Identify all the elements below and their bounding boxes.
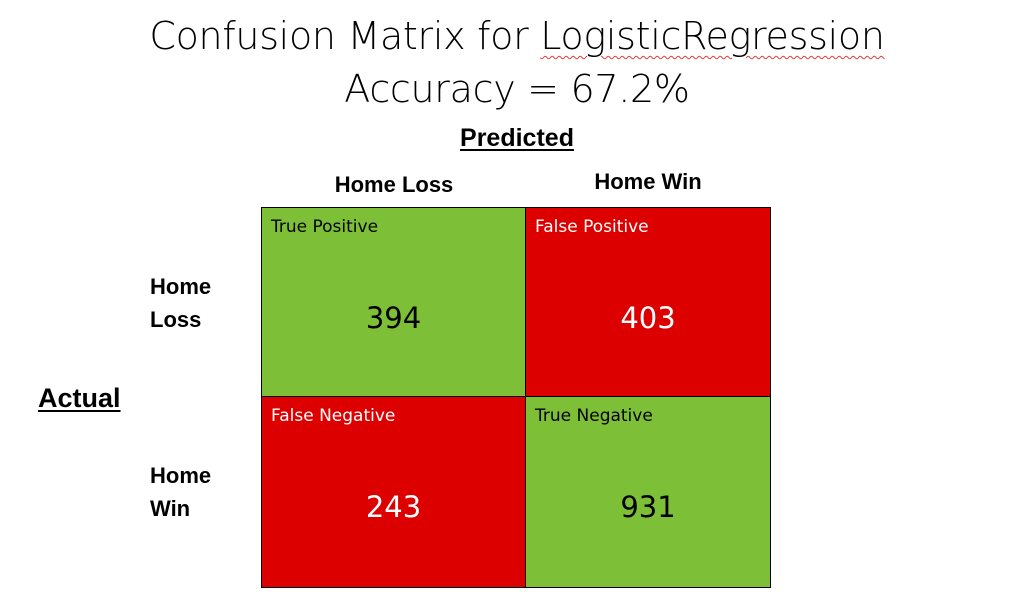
cell-value: 931 xyxy=(620,490,676,524)
row-header-line: Home xyxy=(150,274,212,299)
matrix-cell-true-positive: True Positive 394 xyxy=(262,208,526,397)
cell-value: 394 xyxy=(365,301,422,335)
cell-label: True Positive xyxy=(271,217,379,237)
confusion-matrix: True Positive 394 False Positive 403 Fal… xyxy=(261,207,771,588)
chart-title-line-1: Confusion Matrix for LogisticRegression xyxy=(0,13,1034,59)
row-header-line: Win xyxy=(150,496,191,521)
row-header-line: Loss xyxy=(150,307,202,332)
cell-label: False Positive xyxy=(535,217,649,237)
cell-value: 403 xyxy=(620,301,676,335)
row-header-line: Home xyxy=(150,463,212,488)
cell-label: True Negative xyxy=(535,406,653,426)
cell-label: False Negative xyxy=(271,406,396,426)
predicted-axis-label: Predicted xyxy=(460,124,574,152)
row-header-home-win: Home Win xyxy=(150,459,250,525)
row-header-home-loss: Home Loss xyxy=(150,270,250,336)
matrix-cell-false-positive: False Positive 403 xyxy=(526,208,770,397)
matrix-cell-true-negative: True Negative 931 xyxy=(526,397,770,587)
column-header-home-win: Home Win xyxy=(594,169,702,194)
title-model-name: LogisticRegression xyxy=(540,14,885,58)
actual-axis-label: Actual xyxy=(38,383,121,413)
matrix-cell-false-negative: False Negative 243 xyxy=(262,397,526,587)
cell-value: 243 xyxy=(365,490,422,524)
column-header-home-loss: Home Loss xyxy=(334,172,454,197)
title-prefix: Confusion Matrix for xyxy=(149,14,541,58)
accuracy-subtitle: Accuracy = 67.2% xyxy=(344,67,690,111)
